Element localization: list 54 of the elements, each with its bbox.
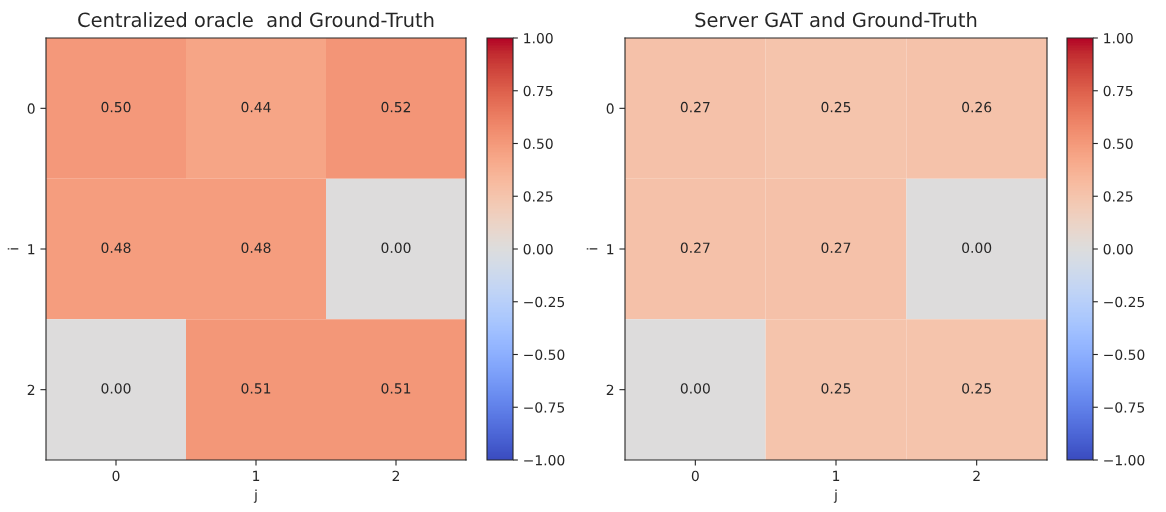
color-bar-label: −0.75 <box>524 402 565 413</box>
data-label: 0.48 <box>101 242 131 254</box>
color-bar-label: −0.25 <box>1104 296 1145 308</box>
color-bar-label: 0.75 <box>1103 85 1133 97</box>
data-label: 0.48 <box>241 242 271 254</box>
x-axis-title: j <box>253 489 257 503</box>
x-tick-label: 1 <box>253 470 260 481</box>
data-label: 0.25 <box>821 383 851 394</box>
data-label: 0.52 <box>381 101 411 113</box>
color-bar-label: 0.00 <box>523 243 553 255</box>
y-tick-label: 2 <box>27 384 35 395</box>
data-label: 0.51 <box>381 383 411 394</box>
data-label: 0.27 <box>821 242 851 254</box>
data-label: 0.27 <box>680 101 710 113</box>
x-tick-label: 1 <box>833 470 840 481</box>
color-bar-label: 0.75 <box>523 85 553 97</box>
color-bar-label: 0.25 <box>523 191 553 202</box>
data-label: 0.00 <box>381 242 411 254</box>
y-tick-label: 0 <box>606 103 614 114</box>
y-tick-label: 1 <box>607 244 614 255</box>
color-bar-label: −0.50 <box>1104 349 1145 360</box>
data-label: 0.26 <box>962 101 992 113</box>
data-label: 0.00 <box>962 242 992 254</box>
color-bar-label: −0.50 <box>524 349 565 360</box>
data-label: 0.51 <box>241 383 271 394</box>
color-bar-label: 0.25 <box>1103 191 1133 202</box>
color-bar-label: 0.50 <box>1103 138 1133 149</box>
color-bar-label: 0.00 <box>1103 243 1133 255</box>
data-label: 0.50 <box>101 101 131 113</box>
x-tick-label: 2 <box>392 470 400 481</box>
color-bar-label: −1.00 <box>524 454 565 466</box>
x-tick-label: 0 <box>691 470 699 482</box>
color-bar-label: 1.00 <box>524 32 553 44</box>
color-bar-label: −1.00 <box>1104 454 1145 466</box>
x-axis-title: j <box>833 489 837 503</box>
chart-title: Server GAT and Ground-Truth <box>695 12 977 28</box>
color-bar-label: −0.25 <box>524 296 565 308</box>
y-axis-title: i <box>7 248 19 250</box>
data-label: 0.25 <box>821 101 851 113</box>
y-axis-title: i <box>586 248 598 250</box>
y-tick-label: 1 <box>28 244 35 255</box>
color-bar-label: 1.00 <box>1104 32 1133 44</box>
data-label: 0.44 <box>241 101 271 113</box>
color-bar-label: 0.50 <box>523 138 553 149</box>
data-label: 0.00 <box>101 383 131 394</box>
x-tick-label: 0 <box>112 470 120 482</box>
chart-title: Centralized oracle and Ground-Truth <box>78 12 434 28</box>
y-tick-label: 0 <box>27 103 35 114</box>
data-label: 0.27 <box>680 242 710 254</box>
data-label: 0.00 <box>680 383 710 394</box>
x-tick-label: 2 <box>973 470 980 481</box>
data-label: 0.25 <box>962 383 991 394</box>
y-tick-label: 2 <box>606 384 614 395</box>
color-bar-label: −0.75 <box>1104 402 1145 413</box>
